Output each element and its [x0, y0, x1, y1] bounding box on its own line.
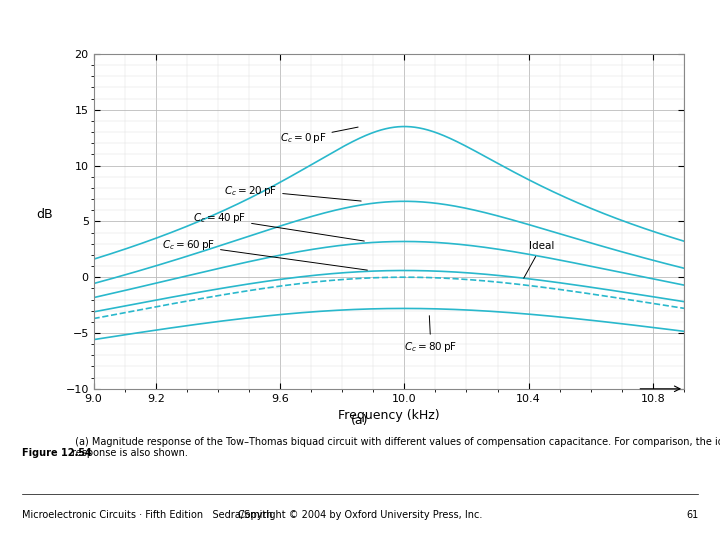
- Y-axis label: dB: dB: [36, 208, 53, 221]
- Text: Copyright © 2004 by Oxford University Press, Inc.: Copyright © 2004 by Oxford University Pr…: [238, 510, 482, 521]
- Text: Microelectronic Circuits · Fifth Edition   Sedra/Smith: Microelectronic Circuits · Fifth Edition…: [22, 510, 272, 521]
- Text: (a) Magnitude response of the Tow–Thomas biquad circuit with different values of: (a) Magnitude response of the Tow–Thomas…: [72, 437, 720, 458]
- Text: Figure 12.54: Figure 12.54: [22, 448, 91, 458]
- Text: Ideal: Ideal: [523, 241, 554, 278]
- Text: $C_c = 20\,\mathrm{pF}$: $C_c = 20\,\mathrm{pF}$: [224, 184, 361, 201]
- Text: $C_c = 80\,\mathrm{pF}$: $C_c = 80\,\mathrm{pF}$: [405, 316, 457, 354]
- Text: (a): (a): [351, 414, 369, 427]
- Text: $C_c = 60\,\mathrm{pF}$: $C_c = 60\,\mathrm{pF}$: [162, 238, 367, 270]
- Text: $C_c = 40\,\mathrm{pF}$: $C_c = 40\,\mathrm{pF}$: [193, 211, 364, 241]
- X-axis label: Frequency (kHz): Frequency (kHz): [338, 409, 440, 422]
- Text: 61: 61: [686, 510, 698, 521]
- Text: $C_c = 0\,\mathrm{pF}$: $C_c = 0\,\mathrm{pF}$: [280, 127, 358, 145]
